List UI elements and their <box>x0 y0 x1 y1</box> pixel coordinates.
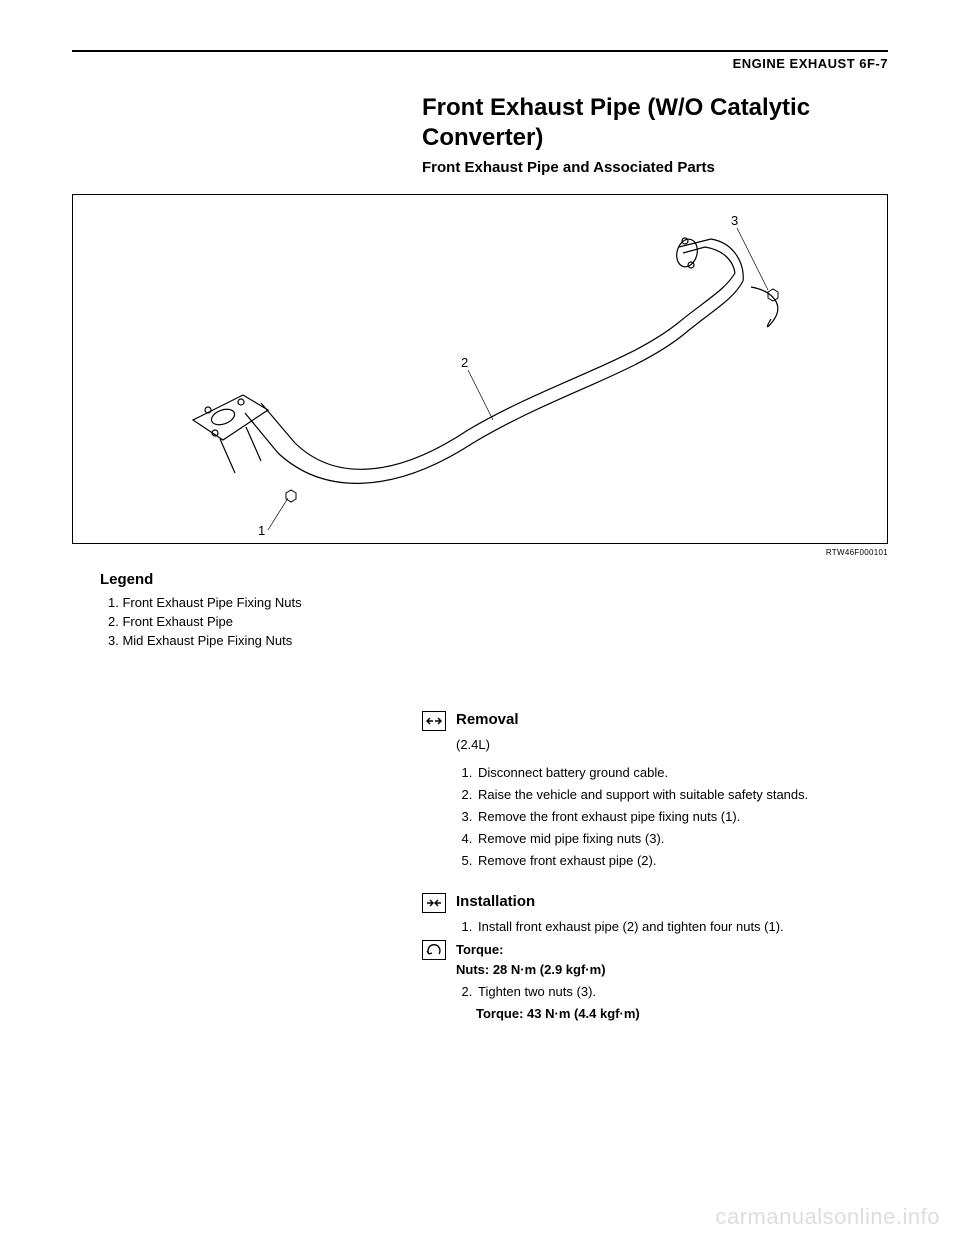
title-block: Front Exhaust Pipe (W/O Catalytic Conver… <box>422 93 888 176</box>
watermark: carmanualsonline.info <box>715 1204 940 1230</box>
removal-step: Remove the front exhaust pipe fixing nut… <box>476 807 888 827</box>
figure-box: 1 2 3 <box>72 194 888 544</box>
removal-icon <box>422 711 446 731</box>
legend-list: 1. Front Exhaust Pipe Fixing Nuts 2. Fro… <box>108 594 888 651</box>
procedures: Removal (2.4L) Disconnect battery ground… <box>422 711 888 1025</box>
legend-item: 2. Front Exhaust Pipe <box>108 613 888 632</box>
installation-heading: Installation <box>456 893 535 910</box>
figure-callout-1: 1 <box>258 523 265 538</box>
removal-note: (2.4L) <box>456 735 888 755</box>
installation-steps: Install front exhaust pipe (2) and tight… <box>476 917 888 937</box>
removal-step: Disconnect battery ground cable. <box>476 763 888 783</box>
legend-block: Legend 1. Front Exhaust Pipe Fixing Nuts… <box>100 571 888 651</box>
torque-icon <box>422 940 446 966</box>
legend-title: Legend <box>100 571 888 588</box>
removal-steps: Disconnect battery ground cable. Raise t… <box>476 763 888 872</box>
figure-callout-2: 2 <box>461 355 468 370</box>
torque-value-2: Torque: 43 N·m (4.4 kgf·m) <box>476 1004 888 1024</box>
installation-icon <box>422 893 446 913</box>
installation-steps-2: Tighten two nuts (3). <box>476 982 888 1002</box>
installation-block: Installation Install front exhaust pipe … <box>422 893 888 1024</box>
installation-step-2: Tighten two nuts (3). <box>476 982 888 1002</box>
header-rule <box>72 50 888 52</box>
torque-value: Nuts: 28 N·m (2.9 kgf·m) <box>456 960 606 980</box>
removal-step: Raise the vehicle and support with suita… <box>476 785 888 805</box>
page-title: Front Exhaust Pipe (W/O Catalytic Conver… <box>422 93 888 153</box>
removal-heading: Removal <box>456 711 519 728</box>
legend-item: 1. Front Exhaust Pipe Fixing Nuts <box>108 594 888 613</box>
removal-step: Remove mid pipe fixing nuts (3). <box>476 829 888 849</box>
page: ENGINE EXHAUST 6F-7 Front Exhaust Pipe (… <box>0 0 960 1242</box>
removal-block: Removal (2.4L) Disconnect battery ground… <box>422 711 888 872</box>
exhaust-pipe-diagram <box>73 195 889 545</box>
torque-label: Torque: <box>456 940 606 960</box>
page-subtitle: Front Exhaust Pipe and Associated Parts <box>422 159 888 176</box>
removal-step: Remove front exhaust pipe (2). <box>476 851 888 871</box>
figure-reference: RTW46F000101 <box>72 548 888 557</box>
figure-callout-3: 3 <box>731 213 738 228</box>
legend-item: 3. Mid Exhaust Pipe Fixing Nuts <box>108 632 888 651</box>
header-section-label: ENGINE EXHAUST 6F-7 <box>72 56 888 71</box>
installation-step-1: Install front exhaust pipe (2) and tight… <box>476 917 888 937</box>
